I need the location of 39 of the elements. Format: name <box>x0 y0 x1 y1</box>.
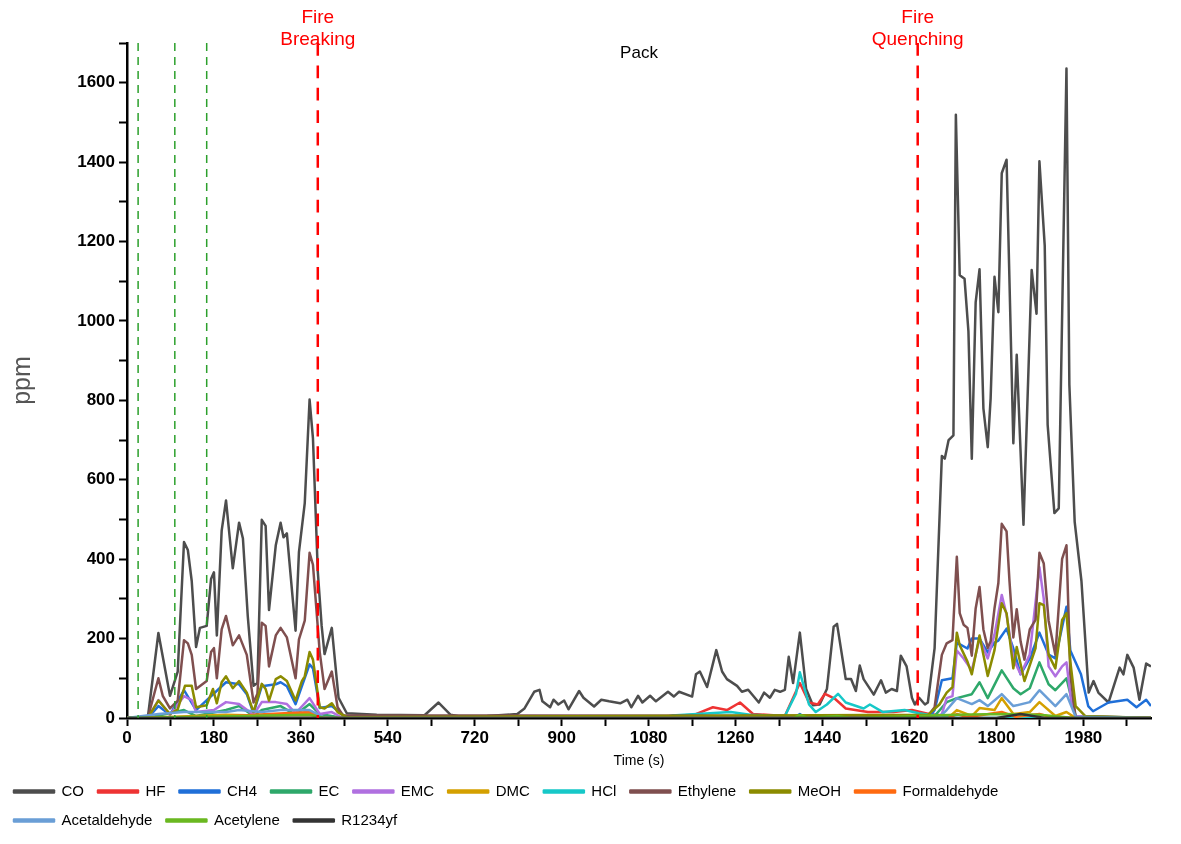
x-tick-label: 1080 <box>629 727 668 747</box>
y-tick-label: 1200 <box>77 231 115 251</box>
y-tick-label: 1400 <box>77 151 115 171</box>
y-tick-label: 200 <box>86 628 115 648</box>
legend-label: CH4 <box>227 781 258 799</box>
legend-label: R1234yf <box>341 810 398 828</box>
legend-label: HCl <box>591 781 617 799</box>
legend-label: Formaldehyde <box>902 781 999 799</box>
y-tick-label: 0 <box>105 707 115 727</box>
x-tick-label: 1980 <box>1064 727 1103 747</box>
x-tick-label: 360 <box>286 727 316 747</box>
x-axis-title: Time (s) <box>613 752 665 769</box>
x-tick-label: 1620 <box>890 727 929 747</box>
legend-label: CO <box>61 781 84 799</box>
legend-label: MeOH <box>797 781 842 799</box>
y-tick-label: 800 <box>86 390 115 410</box>
ref-line-label: Fire Breaking <box>280 6 356 49</box>
legend-label: Acetylene <box>213 810 280 828</box>
y-axis-title: ppm <box>6 356 35 405</box>
x-tick-label: 0 <box>122 727 132 747</box>
x-tick-label: 180 <box>199 727 229 747</box>
y-tick-label: 600 <box>86 469 115 489</box>
legend-label: HF <box>145 781 166 799</box>
legend-label: Ethylene <box>677 781 737 799</box>
y-tick-label: 1600 <box>77 72 115 92</box>
x-tick-label: 900 <box>547 727 576 747</box>
x-tick-label: 720 <box>460 727 489 747</box>
x-tick-label: 1800 <box>977 727 1016 747</box>
x-tick-label: 540 <box>373 727 403 747</box>
legend-label: Acetaldehyde <box>61 810 153 828</box>
ref-line-label: Fire Quenching <box>871 6 964 49</box>
chart-title: Pack <box>620 43 659 63</box>
y-tick-label: 400 <box>86 548 115 568</box>
y-tick-label: 1000 <box>77 310 115 330</box>
legend-label: EC <box>318 781 340 799</box>
x-tick-label: 1440 <box>803 727 842 747</box>
legend-label: DMC <box>495 781 530 799</box>
legend-label: EMC <box>400 781 435 799</box>
x-tick-label: 1260 <box>716 727 755 747</box>
